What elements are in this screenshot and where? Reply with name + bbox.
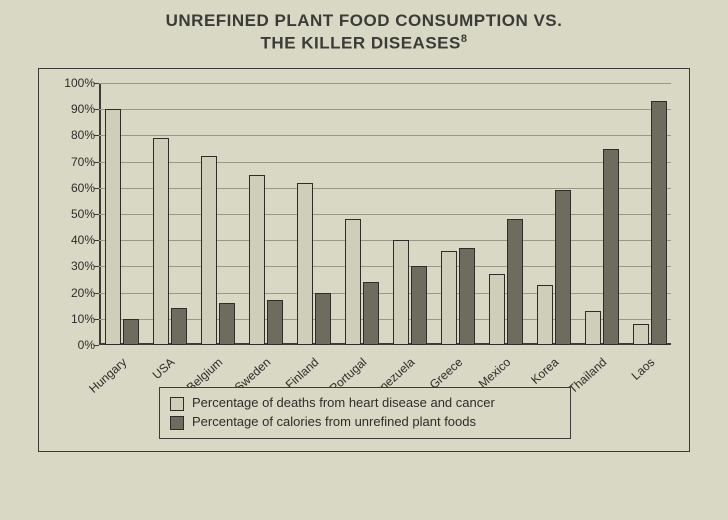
legend-label-deaths: Percentage of deaths from heart disease … [192,394,495,413]
grid-line [99,109,671,110]
bar-calories [507,219,523,345]
y-tick-label: 20% [71,286,99,300]
bar-calories [555,190,571,345]
y-tick-label: 80% [71,128,99,142]
bar-deaths [393,240,409,345]
bar-deaths [585,311,601,345]
category-label: Mexico [476,355,514,391]
grid-line [99,83,671,84]
bar-deaths [249,175,265,345]
bar-calories [123,319,139,345]
legend-item-deaths: Percentage of deaths from heart disease … [170,394,560,413]
y-tick-label: 0% [78,338,99,352]
legend-label-calories: Percentage of calories from unrefined pl… [192,413,476,432]
page: UNREFINED PLANT FOOD CONSUMPTION VS. THE… [0,0,728,520]
legend-item-calories: Percentage of calories from unrefined pl… [170,413,560,432]
bar-calories [603,149,619,346]
bar-deaths [153,138,169,345]
bar-deaths [489,274,505,345]
bar-calories [315,293,331,345]
bar-calories [171,308,187,345]
chart-title: UNREFINED PLANT FOOD CONSUMPTION VS. THE… [0,0,728,55]
grid-line [99,214,671,215]
grid-line [99,266,671,267]
category-label: USA [150,355,178,382]
y-tick-label: 40% [71,233,99,247]
title-footnote: 8 [461,33,468,45]
bar-deaths [633,324,649,345]
plot-area: 0%10%20%30%40%50%60%70%80%90%100%Hungary… [99,83,671,345]
y-tick-label: 60% [71,181,99,195]
bar-deaths [537,285,553,345]
bar-calories [459,248,475,345]
category-label: Thailand [566,355,610,396]
chart-frame: 0% 10% 20% 30% 40% 50% 60% 70% 80% 90% 100% Hungary… [38,68,690,452]
bar-deaths [441,251,457,345]
category-label: Laos [629,355,658,383]
y-tick-label: 70% [71,155,99,169]
bar-calories [363,282,379,345]
title-line-1: UNREFINED PLANT FOOD CONSUMPTION VS. [166,11,563,30]
bar-deaths [345,219,361,345]
legend-swatch-deaths [170,397,184,411]
y-tick-label: 100% [64,76,99,90]
bar-calories [267,300,283,345]
bar-calories [219,303,235,345]
bar-calories [411,266,427,345]
bar-deaths [201,156,217,345]
bar-deaths [297,183,313,345]
grid-line [99,135,671,136]
y-tick-label: 90% [71,102,99,116]
category-label: Greece [427,355,466,392]
y-tick-label: 10% [71,312,99,326]
category-label: Hungary [86,355,129,396]
category-label: Korea [528,355,561,387]
grid-line [99,162,671,163]
grid-line [99,240,671,241]
title-line-2: THE KILLER DISEASES [261,34,461,53]
bar-calories [651,101,667,345]
grid-line [99,188,671,189]
bar-deaths [105,109,121,345]
category-label: Finland [283,355,322,392]
y-tick-label: 30% [71,259,99,273]
grid-line [99,293,671,294]
y-tick-label: 50% [71,207,99,221]
legend: Percentage of deaths from heart disease … [159,387,571,439]
legend-swatch-calories [170,416,184,430]
